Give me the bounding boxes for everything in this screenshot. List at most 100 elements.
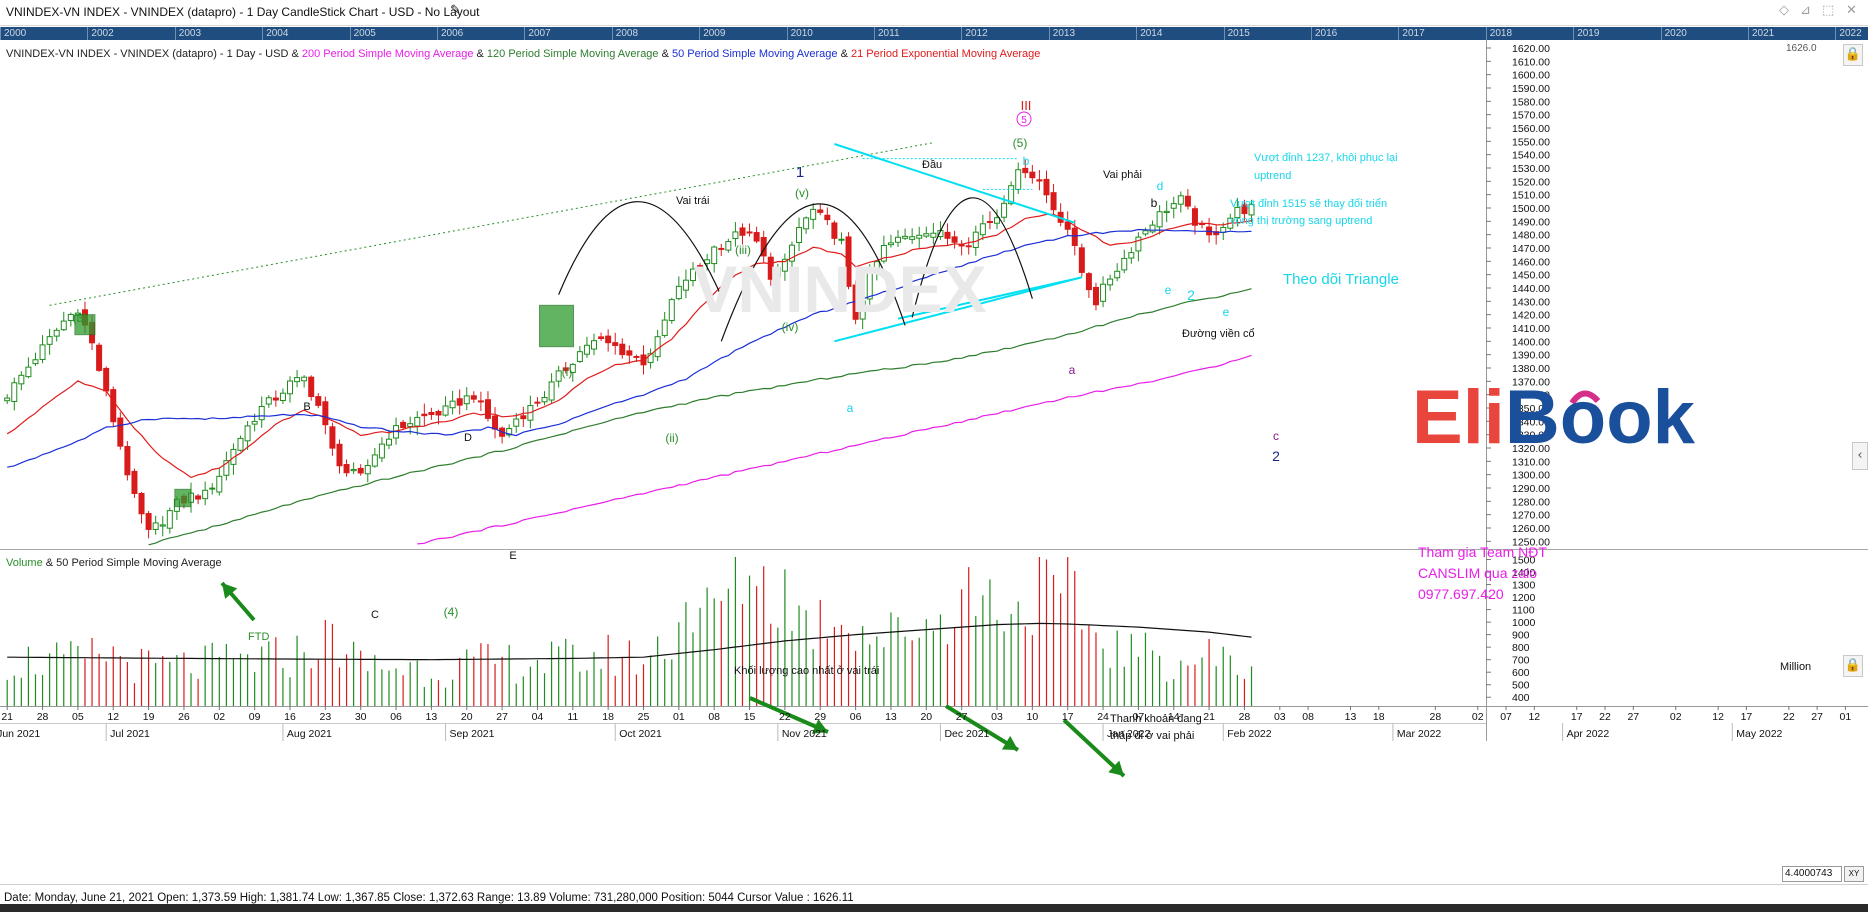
year-label[interactable]: 2021 [1752, 28, 1775, 39]
year-label[interactable]: 2006 [441, 28, 464, 39]
year-label[interactable]: 2004 [266, 28, 289, 39]
pin-icon[interactable]: ⊿ [1800, 3, 1811, 18]
candle-body [343, 464, 350, 474]
price-tick-label: 1350.00 [1512, 403, 1550, 415]
date-tick-label: 04 [532, 711, 544, 723]
candle-body [923, 233, 930, 237]
candle-body [492, 415, 499, 430]
year-label[interactable]: 2008 [615, 28, 639, 39]
candle-body [442, 405, 449, 416]
wave-label: a [847, 401, 854, 415]
year-separator [1048, 27, 1050, 40]
restore-icon[interactable]: ⬚ [1822, 3, 1835, 18]
year-label[interactable]: 2020 [1664, 28, 1687, 39]
date-tick-label: 24 [1097, 711, 1109, 723]
wave-circle [1016, 111, 1032, 127]
xy-button[interactable]: XY [1844, 866, 1864, 882]
legend-part: VNINDEX-VN INDEX - VNINDEX (datapro) - 1… [6, 48, 302, 60]
legend-part: & 50 Period Simple Moving Average [43, 557, 222, 569]
year-navigator-strip[interactable]: 2000 2002 2003 2004 2005 2006 2007 2008 2009 2010… [0, 27, 1868, 40]
candle-body [1213, 231, 1220, 236]
candle-body [279, 392, 286, 402]
candle-body [930, 232, 937, 238]
year-label[interactable]: 2012 [965, 28, 988, 39]
edit-pencil-icon[interactable]: ✎ [450, 3, 461, 18]
candle-body [53, 329, 60, 337]
candle-body [484, 399, 491, 419]
candle-body [1100, 283, 1107, 302]
candle-body [39, 344, 46, 360]
candle-body [329, 426, 336, 449]
candle-body [428, 411, 435, 416]
candle-body [675, 285, 682, 300]
month-label: Nov 2021 [782, 728, 827, 740]
breakout-box [539, 304, 575, 348]
candle-body [272, 397, 279, 401]
volume-left-shoulder-arrow [749, 696, 829, 734]
price-tick-label: 1300.00 [1512, 470, 1550, 482]
candle-body [647, 353, 654, 364]
year-label[interactable]: 2007 [528, 28, 551, 39]
year-separator [874, 27, 875, 40]
year-label[interactable]: 2019 [1577, 28, 1600, 39]
year-label[interactable]: 2022 [1839, 28, 1862, 39]
candle-body [67, 313, 74, 322]
year-label[interactable]: 2016 [1315, 28, 1338, 39]
candle-body [520, 415, 527, 420]
candle-body [251, 420, 258, 425]
date-tick-label: 27 [496, 711, 508, 723]
year-label[interactable]: 2011 [878, 28, 900, 39]
legend-part: 50 Period Simple Moving Average [672, 48, 838, 60]
label-liquidity-line2: thấp đi ở vai phải [1110, 730, 1194, 742]
candle-body [965, 245, 972, 248]
candle-body [294, 377, 301, 383]
year-label[interactable]: 2009 [703, 28, 726, 39]
year-label[interactable]: 2018 [1489, 28, 1513, 39]
diamond-icon[interactable]: ◇ [1779, 3, 1789, 18]
year-label[interactable]: 2017 [1402, 28, 1425, 39]
collapse-panel-arrow-icon[interactable]: ‹ [1852, 442, 1868, 470]
volume-left-shoulder-arrow-head [811, 719, 828, 734]
year-label[interactable]: 2000 [4, 28, 27, 39]
xy-value-field[interactable]: 4.4000743 [1782, 866, 1842, 882]
promo-line: CANSLIM qua zalo [1418, 565, 1537, 581]
candle-body [895, 236, 902, 243]
month-label: Feb 2022 [1227, 728, 1272, 740]
date-tick-label: 03 [991, 711, 1003, 723]
wave-label: (iv) [782, 320, 799, 334]
candle-body [237, 437, 244, 451]
label-volume-note: Khối lượng cao nhất ở vai trái [734, 665, 879, 677]
year-label[interactable]: 2014 [1140, 28, 1163, 39]
date-tick-label: 30 [355, 711, 367, 723]
candle-body [1114, 270, 1121, 279]
year-label[interactable]: 2013 [1052, 28, 1076, 39]
month-label: Jun 2021 [0, 728, 40, 740]
year-separator [1136, 27, 1138, 40]
date-tick-label: 27 [956, 711, 968, 723]
sma120-line [148, 288, 1252, 546]
close-icon[interactable]: ✕ [1846, 3, 1857, 18]
year-label[interactable]: 2003 [178, 28, 202, 39]
price-tick-label: 1440.00 [1512, 283, 1550, 295]
volume-head-arrow-head [1001, 735, 1018, 750]
price-tick-label: 1250.00 [1512, 536, 1550, 548]
promo-line: 0977.697.420 [1418, 586, 1504, 602]
date-tick-label: 11 [567, 711, 578, 723]
year-label[interactable]: 2010 [790, 28, 813, 39]
candle-body [117, 417, 124, 447]
date-tick-label: 20 [461, 711, 473, 723]
date-tick-label: 21 [1, 711, 13, 723]
lock-price-panel-icon[interactable]: 🔒 [1843, 44, 1863, 66]
candle-body [477, 400, 484, 403]
year-label[interactable]: 2015 [1227, 28, 1250, 39]
month-label: Mar 2022 [1397, 728, 1442, 740]
candle-body [1248, 203, 1255, 216]
date-tick-label: 12 [1528, 711, 1540, 723]
lock-volume-panel-icon[interactable]: 🔒 [1843, 655, 1863, 677]
candle-body [1107, 278, 1114, 286]
year-label[interactable]: 2002 [91, 28, 114, 39]
date-tick-label: 18 [1373, 711, 1385, 723]
candle-body [103, 367, 110, 392]
year-label[interactable]: 2005 [353, 28, 376, 39]
